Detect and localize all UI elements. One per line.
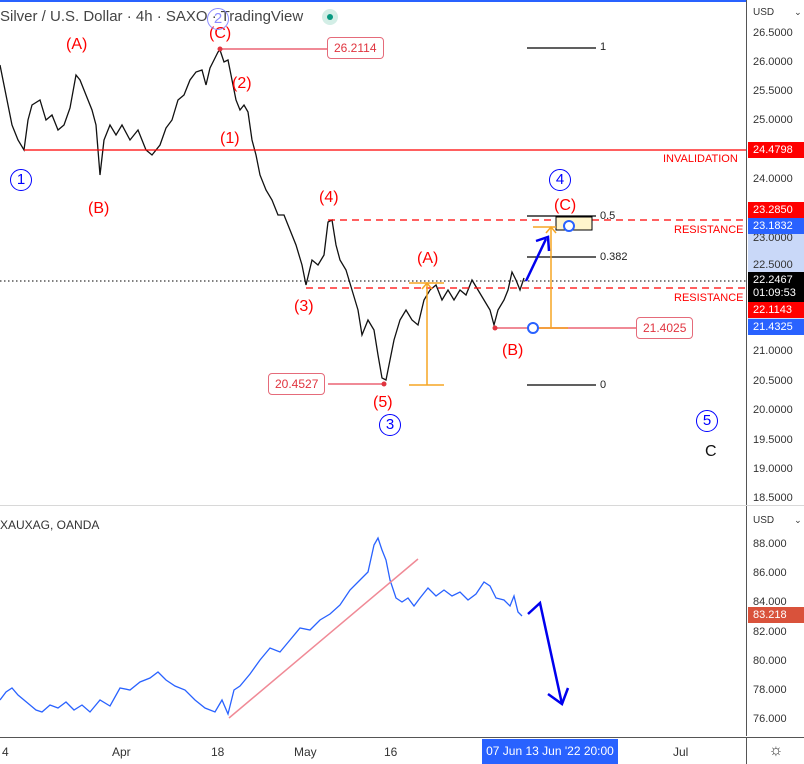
xauxag-trendline [228, 558, 419, 719]
wave-circle-5: 5 [696, 410, 718, 432]
resistance-label-top: RESISTANCE [674, 224, 744, 236]
time-axis[interactable]: 4 Apr 18 May 16 07 Jun 13 Jun '22 20:00 … [0, 737, 746, 764]
price-tick: 80.000 [753, 655, 787, 667]
price-tick: 20.0000 [753, 404, 793, 416]
time-tick: Apr [112, 745, 131, 759]
price-tick: 26.5000 [753, 27, 793, 39]
wave-label-5: (5) [373, 394, 393, 411]
fib-label-1: 1 [600, 41, 607, 53]
low-callout[interactable]: 20.4527 [268, 373, 326, 395]
fib-label-0.382: 0.382 [600, 251, 628, 263]
price-tick: 21.0000 [753, 345, 793, 357]
wave-label-3: (3) [294, 298, 314, 315]
pane-separator[interactable] [0, 505, 804, 506]
silver-price-line [0, 48, 525, 381]
wave-label-a1: (A) [66, 36, 88, 53]
wave-circle-3: 3 [379, 414, 401, 436]
price-tick: 26.0000 [753, 56, 793, 68]
price-tick: 25.5000 [753, 85, 793, 97]
price-tick: 86.000 [753, 567, 787, 579]
price-tick: 76.000 [753, 713, 787, 725]
wave-label-b2: (B) [502, 342, 524, 359]
chart-canvas[interactable] [0, 0, 746, 737]
b-marker [527, 322, 539, 334]
price-tick: 78.000 [753, 684, 787, 696]
sub-currency-selector[interactable]: USD ⌄ [753, 515, 802, 526]
price-tick: 23.0000 [753, 232, 793, 244]
up-arrow [524, 238, 548, 282]
b-level-price-label: 21.4325 [748, 319, 804, 335]
wave-circle-2: 2 [207, 8, 229, 30]
resistance-label-low: RESISTANCE [674, 292, 744, 304]
wave-c-label: C [705, 443, 717, 460]
wave-label-c2: (C) [554, 197, 577, 214]
resistance-top-price-label: 23.2850 [748, 202, 804, 218]
high-callout[interactable]: 26.2114 [327, 37, 384, 59]
price-axis-main[interactable]: USD ⌄ 26.5000 26.0000 25.5000 25.0000 24.… [746, 0, 804, 505]
price-tick: 18.5000 [753, 492, 793, 504]
invalidation-price-label: 24.4798 [748, 142, 804, 158]
resistance-low-price-label: 22.1143 [748, 302, 804, 318]
price-tick: 19.5000 [753, 434, 793, 446]
price-tick: 82.000 [753, 626, 787, 638]
price-tick: 22.5000 [753, 259, 793, 271]
last-price-label: 22.2467 01:09:53 [748, 272, 804, 302]
wave-label-a2: (A) [417, 250, 439, 267]
price-axis-sub[interactable]: USD ⌄ 88.000 86.000 84.000 82.000 80.000 … [746, 506, 804, 736]
price-tick: 84.000 [753, 596, 787, 608]
xauxag-price-line [0, 536, 523, 717]
target-marker [563, 220, 575, 232]
settings-gear-icon[interactable]: ☼ [746, 737, 804, 764]
wave-label-4: (4) [319, 189, 339, 206]
chart-legend[interactable]: Silver / U.S. Dollar · 4h · SAXO · Tradi… [0, 8, 304, 25]
price-tick: 20.5000 [753, 375, 793, 387]
selected-time-range: 07 Jun 13 Jun '22 20:00 [482, 739, 618, 764]
wave-circle-4: 4 [549, 169, 571, 191]
time-tick: 4 [2, 745, 9, 759]
price-tick: 19.0000 [753, 463, 793, 475]
invalidation-label: INVALIDATION [663, 153, 738, 165]
wave-label-2: (2) [232, 75, 252, 92]
fib-label-0.5: 0.5 [600, 210, 616, 222]
target-price-label: 23.1832 [748, 218, 804, 234]
price-tick: 88.000 [753, 538, 787, 550]
currency-selector[interactable]: USD ⌄ [753, 7, 802, 18]
wave-label-1: (1) [220, 130, 240, 147]
price-tick: 25.0000 [753, 114, 793, 126]
sub-last-price-label: 83.218 [748, 607, 804, 623]
time-tick: Jul [673, 745, 689, 759]
wave-label-b1: (B) [88, 200, 110, 217]
top-accent-bar [0, 0, 804, 2]
market-status-icon [322, 9, 338, 25]
wave-circle-1: 1 [10, 169, 32, 191]
sub-pane-legend[interactable]: XAUXAG, OANDA [0, 518, 100, 532]
price-tick: 24.0000 [753, 173, 793, 185]
b-low-callout[interactable]: 21.4025 [636, 317, 694, 339]
fib-label-0: 0 [600, 379, 607, 391]
time-tick: 18 [211, 745, 225, 759]
time-tick: May [294, 745, 317, 759]
down-arrow [527, 600, 564, 705]
time-tick: 16 [384, 745, 398, 759]
